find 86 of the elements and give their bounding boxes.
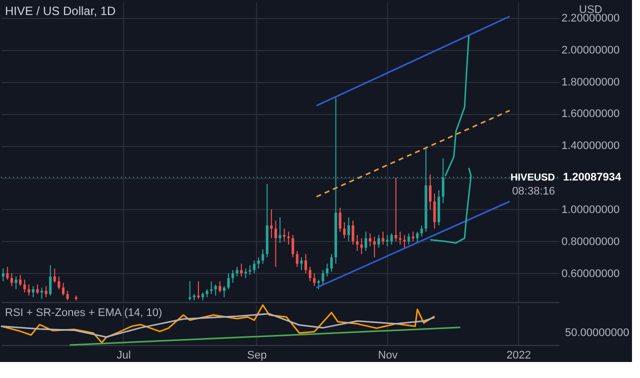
candlestick — [416, 231, 419, 244]
candlestick — [420, 224, 423, 238]
candlestick — [10, 272, 14, 287]
y-tick-label: 1.60000000 — [562, 108, 620, 120]
candlestick — [19, 274, 22, 287]
candlestick — [343, 222, 346, 239]
candlestick — [278, 216, 282, 244]
candlestick — [218, 280, 222, 293]
candlestick — [287, 231, 290, 246]
x-tick-label: Jul — [116, 350, 131, 362]
candlestick — [23, 279, 26, 293]
candlestick — [248, 264, 252, 276]
candlestick — [62, 282, 65, 296]
candlestick — [270, 208, 273, 239]
candlestick — [330, 254, 333, 272]
candlestick — [313, 272, 316, 287]
candlestick — [322, 270, 324, 285]
candlestick — [32, 286, 34, 298]
candlestick — [317, 279, 320, 290]
chart-title: HIVE / US Dollar, 1D — [5, 4, 116, 18]
candlestick — [244, 268, 247, 279]
candlestick — [360, 238, 363, 255]
candlestick — [296, 250, 298, 268]
candlestick — [58, 276, 60, 290]
y-tick-label: 2.00000000 — [562, 44, 620, 56]
candlestick — [338, 207, 342, 232]
candlestick — [304, 254, 308, 274]
candlestick — [227, 272, 230, 290]
candlestick — [412, 231, 414, 242]
y-tick-label: 0.60000000 — [562, 268, 620, 280]
candlestick — [197, 280, 200, 300]
candlestick — [300, 256, 303, 271]
candlestick — [377, 234, 380, 248]
candlestick — [262, 248, 264, 264]
candlestick — [231, 270, 234, 284]
candlestick — [274, 220, 277, 268]
y-tick-label: 1.40000000 — [562, 140, 620, 152]
x-tick-label: 2022 — [506, 350, 531, 362]
candlestick — [398, 231, 402, 246]
candlestick — [6, 266, 9, 280]
candlestick — [352, 220, 354, 246]
y-tick-label: 1.00000000 — [562, 204, 620, 216]
candlestick — [390, 232, 393, 246]
candlestick — [407, 232, 410, 246]
candlestick — [36, 284, 39, 295]
candlestick — [364, 231, 368, 252]
candlestick — [53, 268, 56, 284]
candlestick — [210, 280, 213, 295]
candlestick — [428, 174, 432, 210]
candlestick — [308, 266, 312, 282]
candlestick — [188, 280, 192, 301]
candlestick — [382, 231, 384, 246]
candlestick — [403, 234, 406, 248]
candlestick — [40, 287, 44, 300]
candlestick — [252, 260, 256, 274]
candlestick — [28, 284, 30, 296]
candlestick — [2, 268, 4, 282]
candlestick — [326, 263, 329, 277]
candlestick — [49, 264, 52, 296]
candlestick — [214, 284, 217, 296]
text: 1.20087934 — [563, 171, 622, 184]
x-tick-label: Sep — [247, 350, 267, 362]
ref-line-label: HIVEUSD — [510, 172, 555, 184]
y-tick-label: 1.80000000 — [562, 76, 620, 88]
candlestick — [368, 232, 372, 247]
candlestick — [373, 236, 376, 258]
candlestick — [236, 266, 238, 277]
candlestick — [347, 216, 350, 242]
candlestick — [14, 276, 18, 290]
candlestick — [394, 177, 398, 242]
candlestick — [283, 228, 286, 242]
text: 50.00000000 — [565, 327, 630, 339]
y-tick-label: 0.80000000 — [562, 236, 620, 248]
candlestick — [257, 256, 260, 269]
candlestick — [386, 234, 389, 247]
candlestick — [66, 290, 69, 301]
candlestick — [356, 234, 359, 252]
candlestick — [292, 234, 294, 258]
annotation: 08:38:16 — [512, 185, 555, 198]
y-tick-label: 2.20000000 — [562, 12, 620, 24]
candlestick — [222, 286, 226, 298]
chart-title: RSI + SR-Zones + EMA (14, 10) — [5, 307, 162, 319]
candlestick — [44, 286, 48, 298]
candlestick — [240, 263, 243, 277]
candlestick — [433, 192, 436, 230]
x-tick-label: Nov — [378, 350, 398, 362]
